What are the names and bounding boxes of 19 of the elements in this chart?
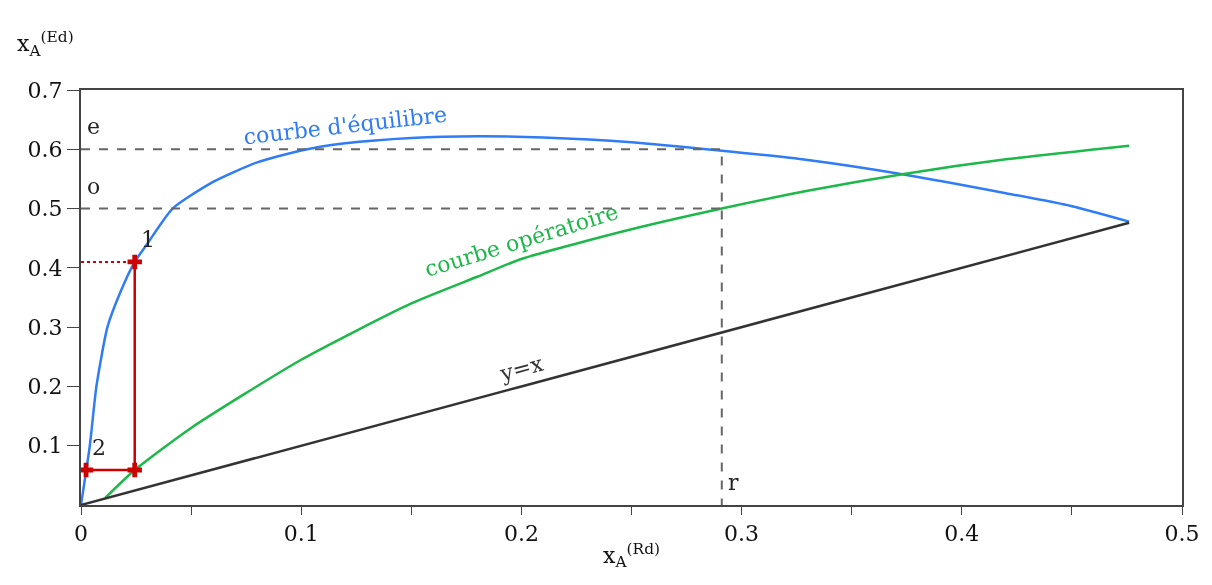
y-tick-label: 0.3: [27, 314, 63, 340]
y-tick-label: 0.7: [27, 77, 63, 103]
text: y=x: [496, 350, 547, 387]
x-tick-label: 0.5: [1164, 521, 1200, 547]
y-tick-label: 0.5: [27, 196, 63, 222]
y-tick-label: 0.1: [27, 433, 63, 459]
x-tick-label: 0: [74, 521, 88, 547]
annotation: 2: [92, 435, 106, 460]
annotation: r: [728, 470, 739, 495]
y-tick-label: 0.4: [27, 255, 63, 281]
annotation: e: [87, 114, 101, 139]
x-tick-label: 0.2: [503, 521, 539, 547]
annotation: o: [87, 174, 101, 199]
y-tick-label: 0.2: [27, 374, 63, 400]
y-tick-label: 0.6: [27, 136, 63, 162]
x-tick-label: 0.1: [283, 521, 319, 547]
x-tick-label: 0.4: [944, 521, 980, 547]
text: courbe d'équilibre: [242, 101, 449, 150]
x-tick-label: 0.3: [724, 521, 760, 547]
